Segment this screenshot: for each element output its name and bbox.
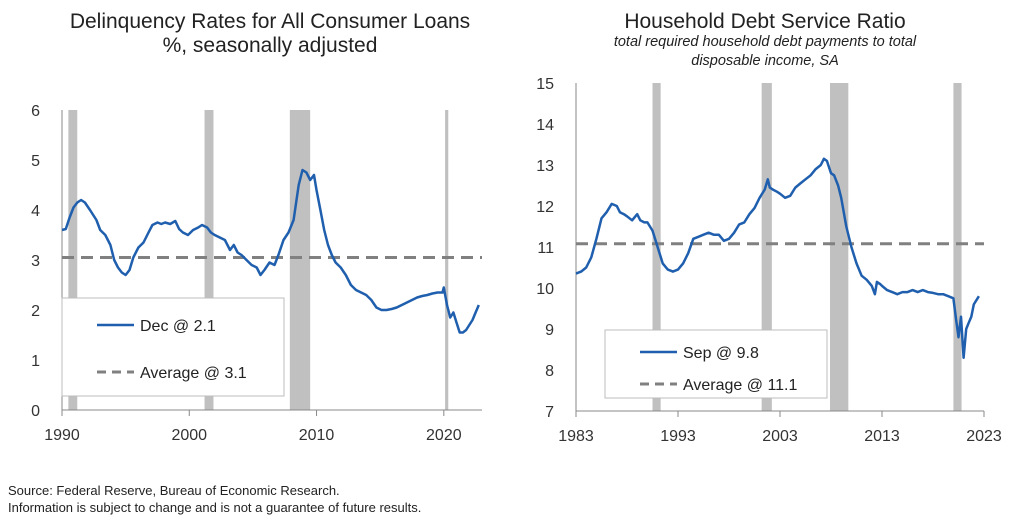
left-ytick-label: 1 <box>31 353 40 370</box>
right-ytick-label: 15 <box>536 76 554 93</box>
left-xtick-label: 1990 <box>44 427 80 444</box>
right-legend-series-label: Sep @ 9.8 <box>683 345 759 362</box>
right-xtick-label: 2013 <box>864 428 900 445</box>
right-ytick-label: 11 <box>537 240 554 257</box>
right-legend-box <box>604 329 828 399</box>
right-ytick-label: 13 <box>536 158 554 175</box>
right-xtick-label: 2023 <box>966 428 1002 445</box>
right-ytick-label: 8 <box>545 363 554 380</box>
right-series-line <box>575 157 980 359</box>
left-ytick-label: 3 <box>31 253 40 270</box>
left-ytick-label: 4 <box>31 203 40 220</box>
left-legend-series-label: Dec @ 2.1 <box>140 318 216 335</box>
right-recession-bar-2 <box>829 83 849 411</box>
left-chart-subtitle: %, seasonally adjusted <box>162 34 378 57</box>
left-xtick-label: 2020 <box>426 427 462 444</box>
left-ytick-label: 5 <box>31 153 40 170</box>
right-legend-average-label: Average @ 11.1 <box>683 377 797 394</box>
right-ytick-label: 7 <box>545 404 554 421</box>
left-ytick-label: 2 <box>31 303 40 320</box>
left-recession-bar-3 <box>445 110 449 410</box>
left-recession-bar-1 <box>204 110 214 410</box>
right-recession-bar-1 <box>761 83 772 411</box>
left-recession-bar-0 <box>68 110 78 410</box>
right-ytick-label: 12 <box>536 199 554 216</box>
left-xtick-label: 2010 <box>299 427 335 444</box>
footer-disclaimer: Information is subject to change and is … <box>8 500 422 515</box>
left-legend-average-label: Average @ 3.1 <box>140 365 247 382</box>
left-series-line <box>61 168 480 334</box>
left-ytick-label: 0 <box>31 403 40 420</box>
right-ytick-label: 10 <box>536 281 554 298</box>
left-recession-bar-2 <box>289 110 311 410</box>
footer-source: Source: Federal Reserve, Bureau of Econo… <box>8 483 340 498</box>
right-chart-title: Household Debt Service Ratio <box>624 10 906 33</box>
left-chart-title: Delinquency Rates for All Consumer Loans <box>69 10 471 33</box>
right-ytick-label: 9 <box>545 322 554 339</box>
left-legend-box <box>61 297 285 397</box>
right-ytick-label: 14 <box>536 117 554 134</box>
right-xtick-label: 2003 <box>762 428 798 445</box>
right-xtick-label: 1983 <box>558 428 594 445</box>
left-xtick-label: 2000 <box>171 427 207 444</box>
right-xtick-label: 1993 <box>660 428 696 445</box>
left-ytick-label: 6 <box>31 103 40 120</box>
right-recession-bar-3 <box>953 83 962 411</box>
right-chart-subtitle: total required household debt payments t… <box>613 34 917 69</box>
